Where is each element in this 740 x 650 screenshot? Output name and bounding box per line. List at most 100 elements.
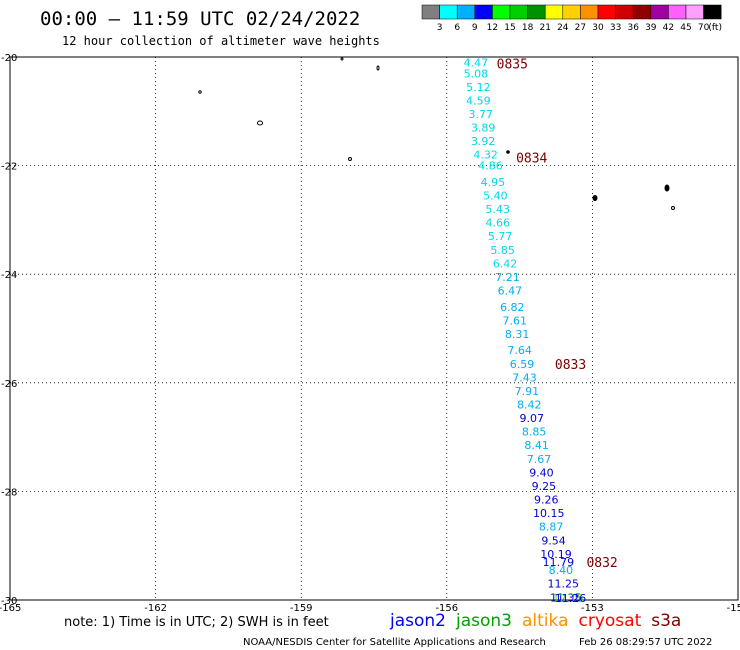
legend-swatch [544, 4, 564, 20]
x-tick-label: -165 [0, 603, 21, 614]
wave-height-point: 4.86 [478, 160, 503, 173]
y-tick-label: -20 [1, 53, 17, 64]
legend-swatch [668, 4, 687, 20]
legend-label: 9 [472, 23, 478, 33]
y-tick-label: -24 [1, 270, 17, 281]
wave-height-point: 9.25 [532, 480, 557, 493]
legend-label: 6 [454, 23, 460, 33]
x-tick-label: -159 [290, 603, 313, 614]
pass-time-label: 0833 [555, 358, 586, 373]
wave-height-point: 5.08 [464, 67, 489, 80]
legend-swatch [492, 4, 511, 20]
legend-label: 33 [610, 23, 621, 33]
legend-label: 70 [698, 23, 710, 33]
legend-swatch [439, 4, 458, 20]
wave-height-point: 3.77 [469, 108, 494, 121]
x-tick-label: -162 [144, 603, 167, 614]
wave-height-point: 8.31 [505, 328, 530, 341]
legend-label: 12 [487, 23, 498, 33]
wave-height-point: 6.82 [500, 301, 525, 314]
legend-label: 36 [627, 23, 639, 33]
wave-height-point: 11.25 [548, 578, 580, 591]
legend-swatch [474, 4, 493, 20]
legend-label: 42 [663, 23, 674, 33]
wave-height-point: 3.89 [471, 122, 496, 135]
wave-height-point: 9.26 [534, 494, 559, 507]
plot-frame [9, 56, 739, 601]
legend-swatch [421, 4, 440, 20]
legend-swatch [456, 4, 476, 20]
footer-note: note: 1) Time is in UTC; 2) SWH is in fe… [64, 615, 329, 630]
wave-height-point: 10.19 [540, 548, 572, 561]
wave-height-point: 10.15 [533, 507, 565, 520]
island-marker [592, 195, 598, 201]
wave-height-point: 4.47 [464, 56, 489, 69]
satellite-legend-item: s3a [651, 611, 681, 631]
wave-height-point: 8.85 [522, 426, 547, 439]
wave-height-point: 9.54 [541, 534, 566, 547]
wave-height-point: 7.91 [515, 385, 540, 398]
island-marker [506, 150, 510, 154]
wave-height-point: 4.32 [473, 149, 498, 162]
footer-timestamp: Feb 26 08:29:57 UTC 2022 [579, 637, 712, 648]
wave-height-values: 4.475.085.124.593.773.893.924.324.86 4.95… [464, 56, 587, 605]
legend-swatch [527, 4, 546, 20]
legend-label: 21 [539, 23, 550, 33]
wave-height-point: 7.21 [495, 271, 520, 284]
legend-swatch [580, 4, 599, 20]
satellite-legend-item: cryosat [579, 611, 642, 631]
wave-height-point: 11.35 [550, 591, 582, 604]
wave-height-point: 7.67 [527, 453, 552, 466]
legend-swatch [615, 4, 634, 20]
legend-swatch [509, 4, 528, 20]
wave-height-point: 7.61 [502, 314, 527, 327]
satellite-legend: jason2 jason3 altika cryosat s3a [389, 611, 681, 631]
wave-height-point: 6.42 [493, 257, 518, 270]
x-tick-label: -150 [727, 603, 740, 614]
y-tick-label: -30 [1, 596, 17, 607]
wave-height-point: 6.47 [498, 284, 523, 297]
x-tick-label: -153 [581, 603, 604, 614]
wave-height-color-legend: 3 6 9 12 15 18 21 24 27 30 33 36 39 42 45 70 (ft) [421, 4, 722, 33]
satellite-legend-item: altika [522, 611, 569, 631]
island-marker [348, 157, 352, 161]
satellite-legend-item: jason3 [455, 611, 512, 631]
legend-swatch [703, 4, 722, 20]
x-tick-label: -156 [435, 603, 458, 614]
wave-height-point: 9.07 [519, 412, 544, 425]
map-grid [9, 56, 739, 601]
satellite-legend-item: jason2 [389, 611, 446, 631]
legend-swatch [597, 4, 616, 20]
chart-title: 00:00 – 11:59 UTC 02/24/2022 [40, 8, 360, 30]
wave-height-point: 5.77 [488, 230, 513, 243]
pass-time-labels: 0835 0834 0833 0832 [497, 58, 618, 571]
legend-label: 24 [557, 23, 569, 33]
wave-height-point: 5.12 [466, 81, 491, 94]
wave-height-point: 7.43 [512, 371, 537, 384]
wave-height-point: 11.79 [543, 556, 575, 569]
wave-height-point: 5.40 [483, 189, 508, 202]
y-tick-label: -22 [1, 162, 17, 173]
legend-swatch [562, 4, 581, 20]
axis-tick-labels: -165 -162 -159 -156 -153 -150 -20 -22 -24 -26 -28 -… [0, 53, 740, 614]
pass-time-label: 0834 [516, 151, 547, 166]
pass-time-label: 0835 [497, 58, 528, 73]
island-marker [376, 65, 380, 71]
wave-height-point: 8.87 [539, 521, 564, 534]
legend-label: 18 [522, 23, 534, 33]
footer-credit: NOAA/NESDIS Center for Satellite Applica… [243, 637, 546, 648]
wave-height-point: 12.15 [552, 592, 584, 605]
pass-time-label: 0832 [586, 556, 617, 571]
y-tick-label: -28 [1, 487, 17, 498]
legend-label: 30 [592, 23, 604, 33]
legend-swatch [650, 4, 669, 20]
legend-label: 27 [575, 23, 586, 33]
island-marker [198, 90, 202, 94]
legend-swatch [685, 4, 704, 20]
wave-height-point: 8.41 [524, 439, 549, 452]
y-tick-label: -26 [1, 379, 17, 390]
island-outlines [198, 57, 675, 210]
legend-label: 15 [504, 23, 515, 33]
wave-height-point: 4.95 [481, 176, 506, 189]
